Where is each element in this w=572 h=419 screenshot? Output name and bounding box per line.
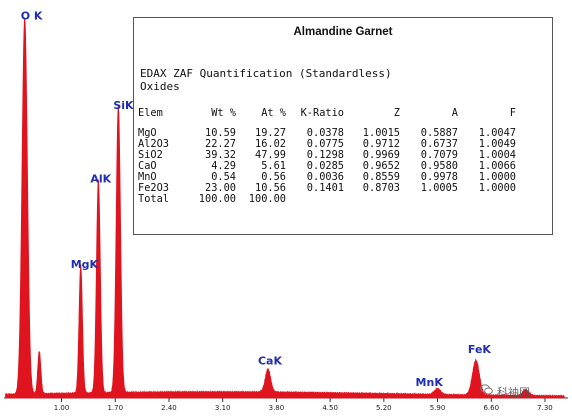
table-cell: 0.7079 <box>420 149 458 161</box>
table-cell: Total <box>138 193 169 205</box>
table-cell: 0.1298 <box>306 149 344 161</box>
x-tick-label: 2.40 <box>161 404 177 412</box>
table-cell: MgO <box>138 127 157 139</box>
table-cell: CaO <box>138 160 157 172</box>
table-cell: 16.02 <box>255 138 286 150</box>
table-cell: 0.6737 <box>420 138 458 150</box>
table-cell: 39.32 <box>205 149 236 161</box>
x-tick-label: 7.30 <box>537 404 553 412</box>
table-header-row: Elem Wt % At % K-Ratio Z A F <box>138 107 516 128</box>
table-cell: 23.00 <box>205 182 236 194</box>
table-cell: Al2O3 <box>138 138 169 150</box>
table-cell: Fe2O3 <box>138 182 169 194</box>
x-tick-label: 5.20 <box>376 404 392 412</box>
spectrum-series <box>5 17 565 399</box>
table-cell: 1.0047 <box>478 127 516 139</box>
column-header: At % <box>261 107 286 119</box>
table-cell: 0.54 <box>211 171 236 183</box>
spectrum-area <box>5 17 565 399</box>
peak-label: MgK <box>71 258 99 271</box>
table-cell: 1.0000 <box>478 182 516 194</box>
table-cell: 22.27 <box>205 138 236 150</box>
table-cell <box>400 194 458 205</box>
peak-label: SiK <box>113 99 134 112</box>
table-cell: 1.0015 <box>362 127 400 139</box>
table-cell: 47.99 <box>255 149 286 161</box>
x-tick-label: 6.60 <box>483 404 499 412</box>
table-row: Al2O3 22.27 16.02 0.0775 0.9712 0.6737 1.0049 <box>138 139 516 150</box>
peak-label: O K <box>21 10 43 23</box>
method-line: EDAX ZAF Quantification (Standardless) <box>140 67 392 80</box>
column-header: Z <box>393 107 400 119</box>
table-cell: 0.9712 <box>362 138 400 150</box>
table-cell: 100.00 <box>248 193 286 205</box>
table-cell: 1.0066 <box>478 160 516 172</box>
table-cell: 0.56 <box>261 171 286 183</box>
table-row: SiO2 39.32 47.99 0.1298 0.9969 0.7079 1.0004 <box>138 150 516 161</box>
table-cell: 4.29 <box>211 160 236 172</box>
x-tick-label: 3.10 <box>215 404 231 412</box>
column-header: A <box>451 107 458 119</box>
column-header: Wt % <box>211 107 236 119</box>
peak-label: AlK <box>90 173 111 186</box>
column-header: Elem <box>138 107 163 119</box>
quantification-panel: Almandine Garnet EDAX ZAF Quantification… <box>133 17 553 235</box>
table-cell: 0.1401 <box>306 182 344 194</box>
table-cell: 1.0049 <box>478 138 516 150</box>
table-cell: 10.56 <box>255 182 286 194</box>
table-row: Total 100.00 100.00 <box>138 194 516 205</box>
table-cell <box>458 194 516 205</box>
table-row: CaO 4.29 5.61 0.0285 0.9652 0.9580 1.0066 <box>138 161 516 172</box>
table-cell: 0.0285 <box>306 160 344 172</box>
table-cell: 0.9969 <box>362 149 400 161</box>
x-tick-label: 1.00 <box>54 404 70 412</box>
table-cell: 0.8559 <box>362 171 400 183</box>
watermark: 科袖网 <box>497 386 530 399</box>
quantification-table: Elem Wt % At % K-Ratio Z A F MgO 10.59 19.… <box>138 107 516 205</box>
column-header: F <box>509 107 516 119</box>
table-cell: 0.5887 <box>420 127 458 139</box>
table-cell <box>344 194 400 205</box>
peak-label: MnK <box>416 376 444 389</box>
table-cell: 0.0036 <box>306 171 344 183</box>
table-row: MgO 10.59 19.27 0.0378 1.0015 0.5887 1.0047 <box>138 128 516 139</box>
quantification-heading: EDAX ZAF Quantification (Standardless) O… <box>140 67 392 93</box>
table-cell: 0.9652 <box>362 160 400 172</box>
table-cell: 19.27 <box>255 127 286 139</box>
table-row: Fe2O3 23.00 10.56 0.1401 0.8703 1.0005 1.0000 <box>138 183 516 194</box>
table-cell: 0.9978 <box>420 171 458 183</box>
x-tick-label: 4.50 <box>322 404 338 412</box>
x-tick-label: 3.80 <box>269 404 285 412</box>
table-row: MnO 0.54 0.56 0.0036 0.8559 0.9978 1.0000 <box>138 172 516 183</box>
table-cell: 5.61 <box>261 160 286 172</box>
table-cell: 1.0005 <box>420 182 458 194</box>
table-cell: 0.9580 <box>420 160 458 172</box>
table-cell: SiO2 <box>138 149 163 161</box>
table-cell: 0.0775 <box>306 138 344 150</box>
table-cell: 100.00 <box>198 193 236 205</box>
table-cell: 1.0000 <box>478 171 516 183</box>
table-cell: 0.8703 <box>362 182 400 194</box>
table-cell: 10.59 <box>205 127 236 139</box>
table-cell: 1.0004 <box>478 149 516 161</box>
peak-label: FeK <box>468 343 492 356</box>
table-cell: MnO <box>138 171 157 183</box>
peak-labels: O K MgK AlK SiK CaK MnK FeK <box>21 10 492 390</box>
sample-title: Almandine Garnet <box>293 26 393 38</box>
x-axis: 1.00 1.70 2.40 3.10 3.80 4.50 5.20 5.90 6.60 7.30 <box>4 397 568 412</box>
table-cell: 0.0378 <box>306 127 344 139</box>
wechat-icon <box>480 384 493 395</box>
x-tick-label: 1.70 <box>107 404 123 412</box>
peak-label: CaK <box>258 355 282 368</box>
x-tick-label: 5.90 <box>430 404 446 412</box>
mode-line: Oxides <box>140 80 180 93</box>
column-header: K-Ratio <box>300 107 344 119</box>
table-cell <box>286 194 344 205</box>
